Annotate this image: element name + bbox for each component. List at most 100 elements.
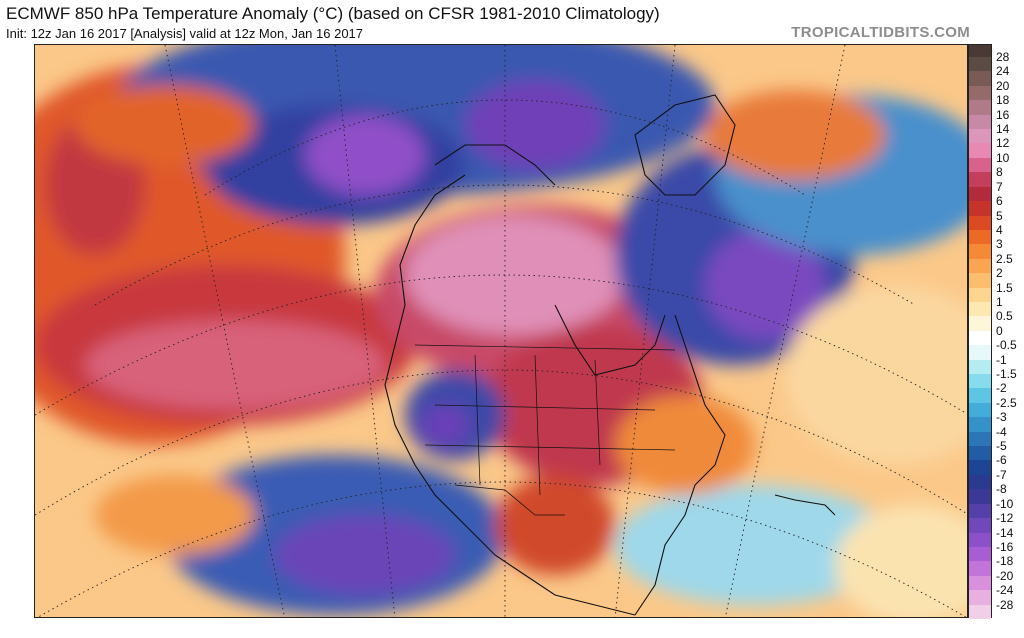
- legend-swatch: [969, 561, 991, 577]
- legend-swatch: [969, 474, 991, 490]
- legend-label: 18: [996, 93, 1010, 108]
- map-subtitle: Init: 12z Jan 16 2017 [Analysis] valid a…: [6, 26, 364, 41]
- legend-label: -6: [996, 453, 1007, 468]
- anomaly-field: [35, 45, 967, 617]
- legend-label: 4: [996, 222, 1003, 237]
- graticule-lat-1: [35, 369, 967, 516]
- labrador-cold-core: [705, 230, 825, 340]
- greenland-warm-zone: [705, 90, 885, 180]
- legend-label: -16: [996, 539, 1014, 554]
- legend-label: 3: [996, 237, 1003, 252]
- legend-swatch: [969, 287, 991, 303]
- greenland-outline: [634, 94, 736, 196]
- legend-label: 20: [996, 78, 1010, 93]
- legend-label: 14: [996, 122, 1010, 137]
- pacific-warm-max: [85, 320, 385, 410]
- legend-label: -24: [996, 583, 1014, 598]
- legend-swatch: [969, 431, 991, 447]
- state-line-1: [474, 354, 481, 486]
- legend-label: 2: [996, 266, 1003, 281]
- gulf-stream-warm: [615, 395, 755, 495]
- anomaly-map: [34, 44, 968, 618]
- legend-swatch: [969, 201, 991, 216]
- subtropical-cold-core: [275, 515, 455, 595]
- south-atlantic-neutral: [835, 505, 967, 617]
- hudson-bay: [554, 304, 666, 376]
- legend-label: -4: [996, 424, 1007, 439]
- great-basin-cold-core: [420, 405, 470, 445]
- legend-swatch: [969, 71, 991, 87]
- legend-swatch: [969, 402, 991, 418]
- us-mexico-border: [454, 484, 565, 516]
- legend-swatch: [969, 460, 991, 476]
- brand-watermark: TROPICALTIDBITS.COM: [791, 24, 970, 41]
- legend-label: 8: [996, 165, 1003, 180]
- legend-label: 28: [996, 50, 1010, 64]
- caribbean-islands: [774, 494, 836, 516]
- legend-label: -28: [996, 597, 1014, 612]
- legend-swatch: [969, 215, 991, 231]
- state-line-4: [434, 404, 656, 411]
- legend-label: -1: [996, 352, 1007, 367]
- legend-label: -2: [996, 381, 1007, 396]
- legend-label: -8: [996, 482, 1007, 497]
- legend-swatch: [969, 85, 991, 101]
- legend-swatch: [969, 417, 991, 433]
- legend-swatch: [969, 604, 991, 620]
- legend-label: 16: [996, 107, 1010, 122]
- legend-swatch: [969, 374, 991, 389]
- legend-label: -1.5: [996, 367, 1017, 382]
- alaska-cold-core: [305, 115, 425, 195]
- state-line-3: [594, 359, 601, 466]
- legend-label: 10: [996, 150, 1010, 165]
- legend-swatch: [969, 590, 991, 606]
- legend-swatch: [969, 532, 991, 548]
- legend-label: -5: [996, 439, 1007, 454]
- east-coast-line: [634, 314, 726, 616]
- legend-label: -0.5: [996, 338, 1017, 353]
- graticule: [35, 45, 967, 617]
- graticule-lon-2: [334, 45, 396, 617]
- legend-swatch: [969, 316, 991, 332]
- legend-swatch: [969, 258, 991, 274]
- legend-label: -14: [996, 525, 1014, 540]
- legend-label: 2.5: [996, 251, 1013, 266]
- map-title: ECMWF 850 hPa Temperature Anomaly (°C) (…: [6, 4, 660, 23]
- legend-label: -10: [996, 496, 1014, 511]
- graticule-lat-4: [204, 99, 806, 196]
- legend-swatch-cap: [969, 45, 991, 57]
- legend-label: -12: [996, 511, 1014, 526]
- legend-swatch: [969, 143, 991, 159]
- legend-swatch: [969, 114, 991, 130]
- color-legend: [968, 44, 992, 620]
- legend-swatch: [969, 503, 991, 519]
- bering-warm-zone: [75, 85, 255, 165]
- legend-label: 0.5: [996, 309, 1013, 324]
- legend-label: 12: [996, 136, 1010, 151]
- legend-swatch: [969, 575, 991, 591]
- legend-swatch: [969, 129, 991, 144]
- legend-swatch: [969, 489, 991, 505]
- west-coast-line: [384, 344, 636, 616]
- map-canvas: [35, 45, 967, 617]
- legend-swatch: [969, 301, 991, 317]
- legend-swatch: [969, 546, 991, 562]
- legend-swatch: [969, 100, 991, 116]
- us-canada-border: [414, 344, 676, 351]
- legend-label: -20: [996, 568, 1014, 583]
- coastlines: [384, 94, 836, 616]
- legend-label: 5: [996, 208, 1003, 223]
- legend-swatch: [969, 330, 991, 346]
- graticule-lon-3: [614, 45, 676, 617]
- state-line-2: [534, 354, 541, 496]
- arctic-cold-core: [465, 80, 605, 170]
- legend-label: 7: [996, 179, 1003, 194]
- state-line-5: [424, 444, 676, 451]
- legend-label: 24: [996, 64, 1010, 79]
- legend-swatch: [969, 345, 991, 361]
- legend-swatch: [969, 244, 991, 260]
- legend-label: -3: [996, 410, 1007, 425]
- legend-label: -7: [996, 467, 1007, 482]
- subtropical-warm-band: [95, 475, 255, 555]
- legend-swatch: [969, 388, 991, 404]
